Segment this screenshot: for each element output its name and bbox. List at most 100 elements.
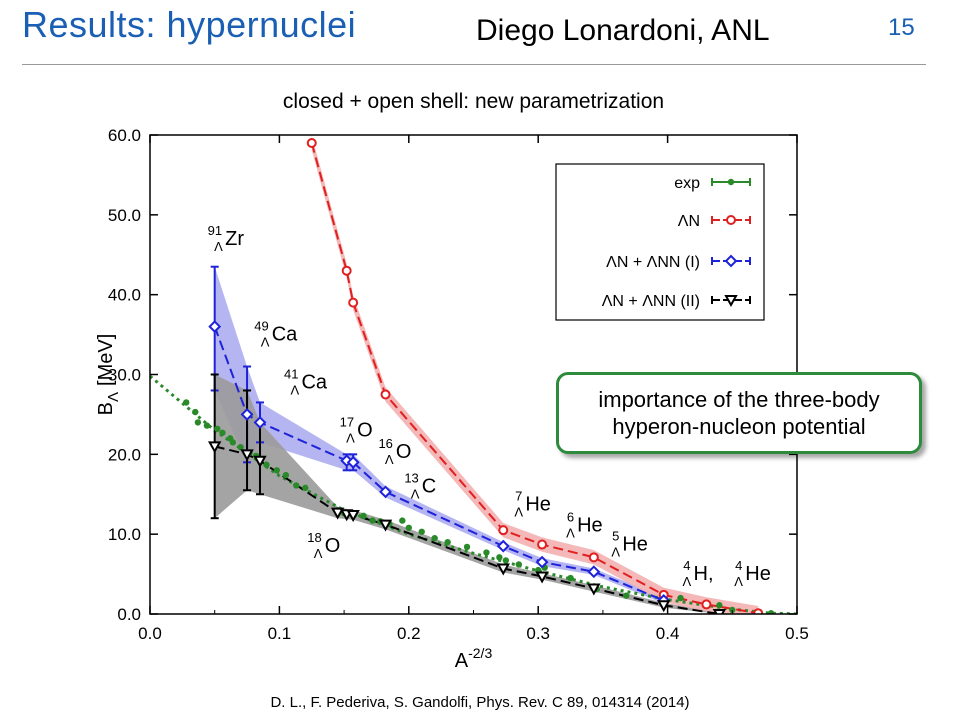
y-axis-label-unit: [MeV] (95, 334, 117, 386)
y-tick-label-3: 30.0 (108, 366, 141, 385)
author-name: Diego Lonardoni, ANL (476, 14, 770, 47)
legend-label-0: exp (674, 175, 700, 192)
series-0-point-24 (405, 524, 412, 531)
series-1-point-6 (588, 552, 599, 563)
nucleus-label-1: 49Λ Ca (254, 319, 298, 350)
legend-marker-0 (727, 178, 735, 186)
series-3-point-0 (208, 441, 222, 454)
lambda-subscript: Λ (314, 546, 323, 561)
nucleus-label-9: 18Λ O (307, 530, 340, 561)
x-tick-label-0: 0.0 (138, 624, 162, 643)
series-3-point-8 (535, 571, 549, 584)
y-tick-label-0: 0.0 (117, 605, 141, 624)
series-0-point-19 (360, 512, 367, 520)
nucleus-symbol: H, (694, 563, 714, 585)
series-0-point-8 (237, 443, 244, 451)
y-tick-label-2: 20.0 (108, 445, 141, 464)
series-0-point-0 (183, 399, 190, 406)
series-0-point-11 (263, 461, 270, 468)
series-0-point-30 (496, 554, 503, 561)
nucleus-label-8: 5Λ He (611, 529, 648, 560)
y-tick-label-4: 40.0 (108, 286, 141, 305)
lambda-subscript: Λ (214, 239, 223, 254)
series-0-point-12 (273, 467, 281, 474)
nucleus-mass-number: 6 (567, 509, 574, 524)
series-0-point-37 (622, 592, 630, 599)
plot-area (150, 135, 797, 614)
y-tick-label-1: 10.0 (108, 525, 141, 544)
callout-line-1: importance of the three-body (598, 387, 880, 412)
series-0-point-29 (483, 549, 490, 556)
x-tick-label-2: 0.2 (397, 624, 421, 643)
nucleus-mass-number: 91 (208, 223, 222, 238)
series-2-point-7 (535, 555, 549, 569)
x-axis-label: A-2/3 (455, 645, 493, 672)
series-1-point-4 (498, 525, 509, 536)
series-ln-lnn-i-line (213, 326, 665, 602)
nucleus-label-7: 6Λ He (566, 509, 603, 540)
series-0-point-4 (214, 425, 221, 432)
nucleus-mass-number: 4 (683, 558, 690, 573)
series-1-point-2 (348, 297, 359, 308)
series-0-point-31 (502, 557, 510, 564)
nucleus-label-3: 17Λ O (340, 414, 373, 445)
series-2-point-2 (253, 415, 267, 429)
series-0-point-3 (203, 422, 211, 429)
legend: exp ΛN ΛN + ΛNN (I) ΛN + ΛNN (II) (555, 163, 765, 321)
series-1-point-5 (537, 539, 548, 550)
nucleus-symbol: O (325, 535, 341, 557)
legend-label-2: ΛN + ΛNN (I) (606, 254, 700, 271)
series-0-point-13 (282, 471, 290, 479)
series-3-point-6 (378, 519, 393, 532)
series-0-point-26 (431, 534, 438, 542)
x-tick-label-4: 0.4 (656, 624, 680, 643)
nucleus-symbol: He (577, 514, 603, 536)
page-number: 15 (888, 14, 915, 41)
x-tick-label-3: 0.3 (526, 624, 550, 643)
series-0-point-2 (194, 419, 202, 426)
nucleus-symbol: O (357, 419, 373, 441)
series-0-point-32 (515, 561, 522, 568)
lambda-subscript: Λ (385, 452, 394, 467)
nucleus-symbol: O (396, 441, 412, 463)
series-3-point-1 (240, 449, 254, 462)
legend-marker-2 (724, 254, 738, 268)
legend-marker-3 (724, 295, 738, 308)
series-0-point-28 (463, 543, 471, 551)
nucleus-label-0: 91Λ Zr (208, 223, 245, 254)
nucleus-mass-number: 7 (515, 489, 522, 504)
lambda-subscript: Λ (566, 525, 575, 540)
series-3-point-9 (587, 583, 601, 596)
x-tick-label-5: 0.5 (785, 624, 809, 643)
series-0-point-5 (219, 429, 226, 436)
series-0-point-39 (677, 594, 684, 602)
series-1-point-3 (380, 389, 391, 400)
nucleus-label-5: 13Λ C (404, 470, 436, 501)
series-1-point-0 (306, 137, 317, 148)
series-0-point-7 (229, 439, 237, 446)
lambda-subscript: Λ (411, 486, 420, 501)
series-3-point-7 (496, 563, 510, 576)
series-3-point-2 (253, 455, 267, 468)
legend-marker-1 (726, 215, 736, 225)
series-0-point-1 (192, 408, 199, 416)
chart: closed + open shell: new parametrization… (95, 90, 809, 672)
title-divider (22, 64, 926, 65)
lambda-subscript: Λ (683, 574, 692, 589)
series-0-point-42 (767, 610, 775, 614)
nucleus-mass-number: 18 (307, 530, 321, 545)
series-1-point-9 (753, 608, 764, 614)
series-0-point-35 (567, 574, 574, 582)
lambda-subscript: Λ (290, 382, 299, 397)
y-tick-label-6: 60.0 (108, 126, 141, 145)
legend-label-3: ΛN + ΛNN (II) (602, 293, 700, 310)
series-3-point-10 (657, 600, 671, 613)
series-2-point-5 (379, 485, 392, 499)
series-0-point-20 (369, 517, 376, 524)
series-2-point-6 (496, 539, 510, 553)
nucleus-mass-number: 49 (254, 319, 268, 334)
nucleus-mass-number: 5 (612, 529, 619, 544)
legend-label-1: ΛN (678, 213, 700, 230)
nucleus-mass-number: 4 (735, 558, 742, 573)
citation: D. L., F. Pederiva, S. Gandolfi, Phys. R… (270, 694, 690, 711)
